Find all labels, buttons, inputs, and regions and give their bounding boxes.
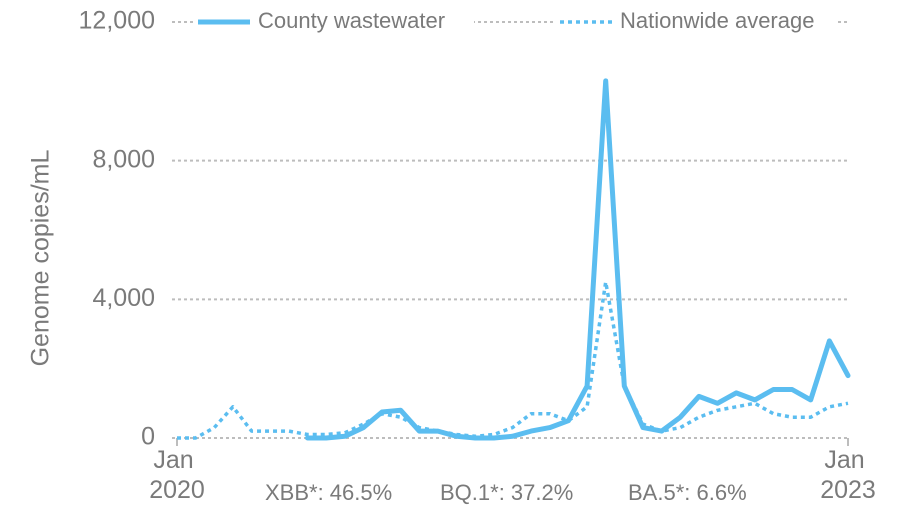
y-tick-label: 8,000 — [92, 145, 155, 173]
series-line — [305, 78, 851, 441]
annotation: XBB*: 46.5% — [265, 480, 392, 505]
annotation: BA.5*: 6.6% — [628, 480, 747, 505]
x-tick-label: Jan 2020 — [149, 446, 205, 504]
y-tick-label: 0 — [141, 423, 155, 451]
legend-label: County wastewater — [258, 8, 445, 33]
y-axis-label: Genome copies/mL — [27, 150, 55, 367]
legend-label: Nationwide average — [620, 8, 814, 33]
annotation: BQ.1*: 37.2% — [440, 480, 573, 505]
y-tick-label: 4,000 — [92, 284, 155, 312]
series-line — [177, 280, 849, 440]
y-tick-label: 12,000 — [79, 7, 155, 35]
x-tick-label: Jan 2023 — [820, 446, 876, 504]
